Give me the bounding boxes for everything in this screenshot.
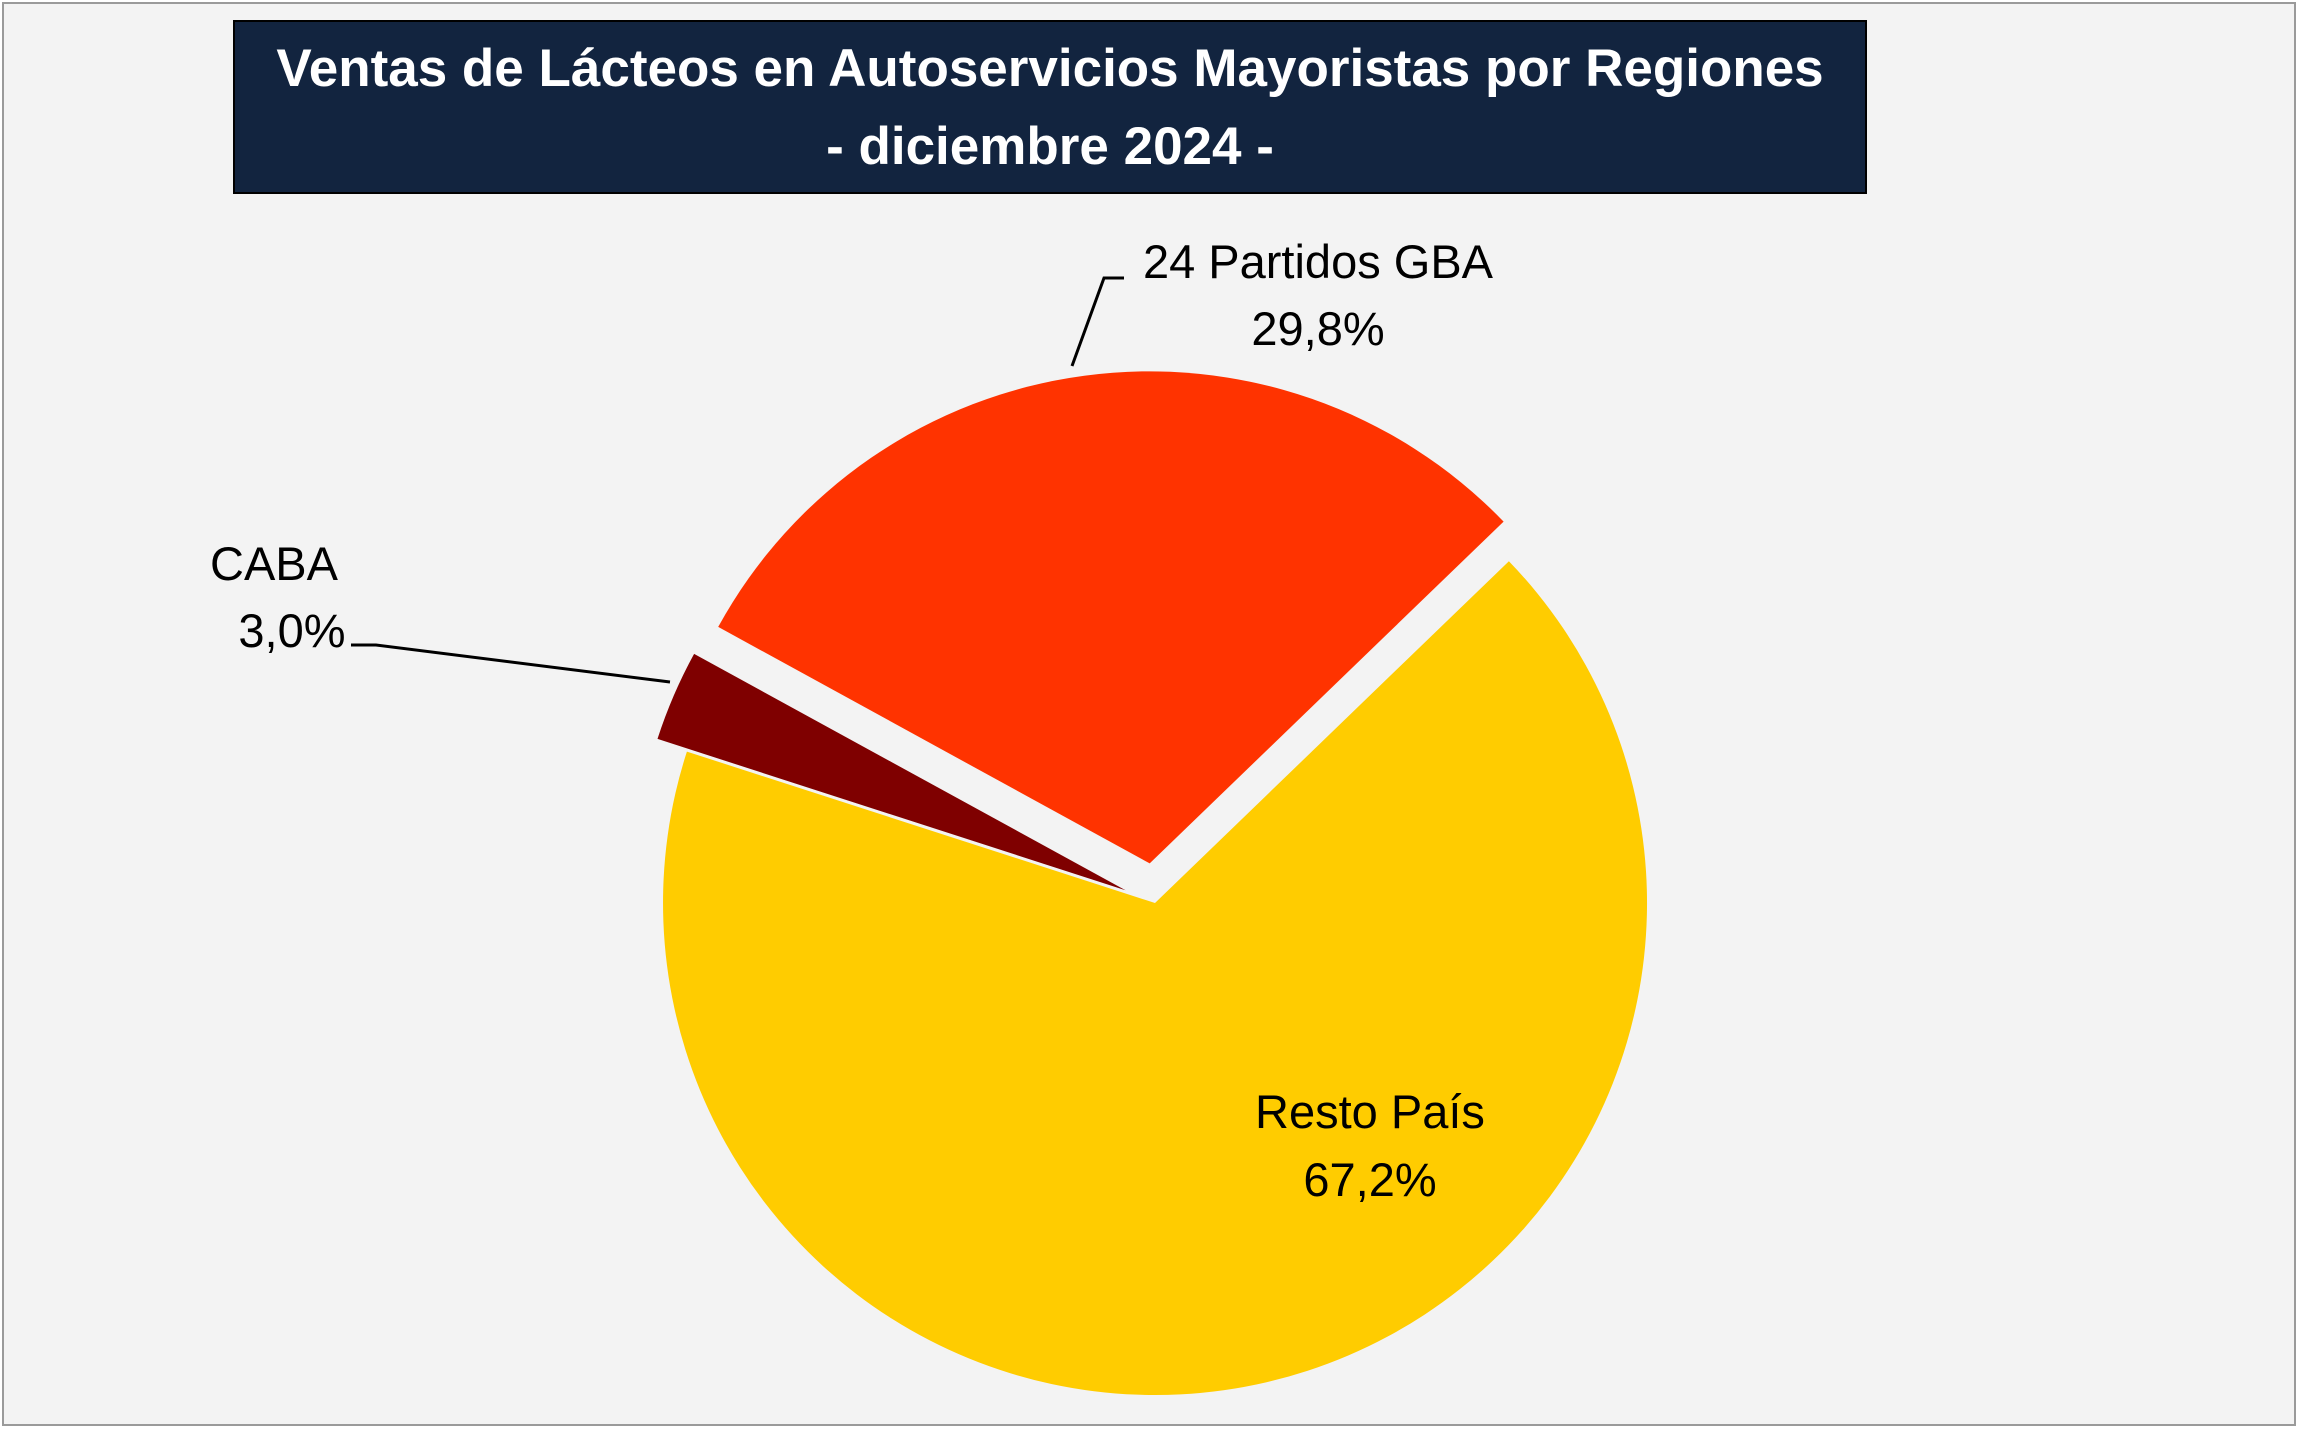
chart-subtitle: - diciembre 2024 -	[826, 117, 1274, 176]
slice-label-resto: Resto País	[1255, 1085, 1485, 1138]
slice-24-partidos-gba	[718, 371, 1504, 864]
slice-resto-pais	[663, 561, 1648, 1396]
slice-caba	[657, 653, 1126, 891]
chart-title: Ventas de Lácteos en Autoservicios Mayor…	[276, 39, 1824, 98]
chart-title-box: Ventas de Lácteos en Autoservicios Mayor…	[233, 20, 1867, 194]
slice-value-caba: 3,0%	[238, 604, 345, 657]
leader-line-caba	[351, 643, 671, 684]
slice-value-gba: 29,8%	[1251, 302, 1384, 355]
leader-line-gba	[1070, 276, 1124, 367]
slice-label-gba: 24 Partidos GBA	[1143, 235, 1494, 288]
slice-label-caba: CABA	[210, 537, 339, 590]
slice-value-resto: 67,2%	[1303, 1153, 1436, 1206]
